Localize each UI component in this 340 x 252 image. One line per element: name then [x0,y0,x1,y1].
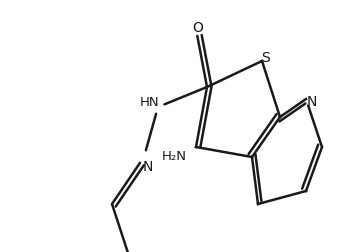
Text: N: N [143,159,153,173]
Text: O: O [192,21,203,35]
Text: HN: HN [140,95,160,108]
Text: N: N [307,94,317,109]
Text: S: S [261,51,270,65]
Text: H₂N: H₂N [162,149,187,162]
